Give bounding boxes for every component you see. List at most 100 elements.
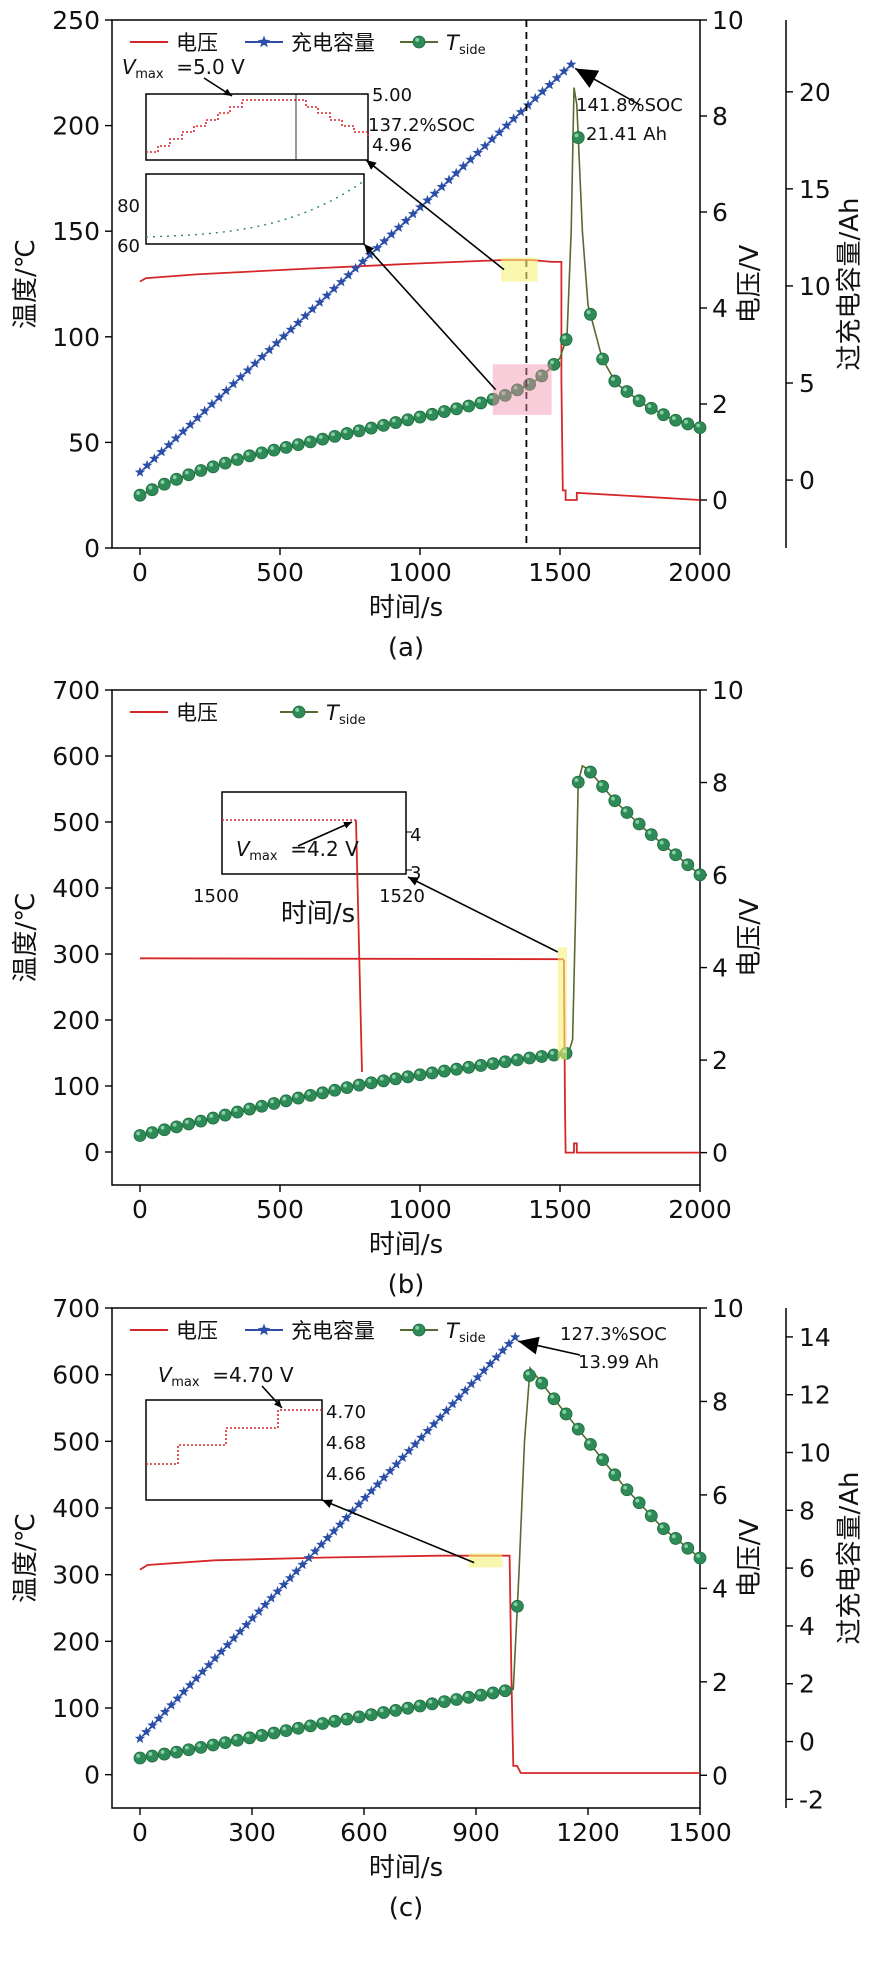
capacity-marker [266,1592,277,1603]
temp-marker-glint [586,310,591,315]
capacity-marker [206,398,218,409]
temp-marker-glint [477,398,481,403]
y2-tick-label: 2 [712,1668,728,1697]
temp-marker-glint [440,1067,445,1071]
capacity-marker [235,371,246,382]
temp-marker [194,1114,208,1128]
temp-marker [133,1129,147,1142]
y-tick-label: 150 [52,217,100,246]
temp-marker-glint [464,1693,469,1698]
temp-marker [462,1690,476,1704]
end-arrow-head [575,68,600,88]
y3-tick-label: 15 [799,175,831,204]
temp-marker-glint [696,870,701,875]
temp-marker-glint [501,1686,506,1691]
temp-marker [620,1483,634,1497]
y2-tick-label: 10 [712,676,744,705]
temp-marker [669,413,683,427]
capacity-marker [259,1599,271,1610]
temp-marker-glint [379,421,384,426]
inset-x-tick: 1520 [379,886,425,907]
temp-marker [462,399,476,413]
y3-tick-label: 4 [799,1612,815,1641]
legend-temp-label: T [326,701,341,725]
temp-marker [535,1376,549,1390]
temp-marker [389,416,403,429]
capacity-marker [443,174,455,185]
capacity-marker [422,1425,433,1436]
x-tick-label: 1000 [388,1195,452,1224]
capacity-marker [242,364,253,375]
voltage-series-line [139,259,701,501]
temp-marker [669,848,683,862]
temp-marker [584,307,597,321]
legend-temp-label: T [446,31,461,55]
temp-marker-glint [416,1701,421,1706]
end-soc-label: 141.8%SOC [576,95,683,116]
temp-marker-glint [416,1070,421,1075]
x-tick-label: 900 [452,1818,500,1847]
temp-marker-glint [464,1063,469,1068]
temp-marker [413,1699,427,1713]
temp-marker [608,374,622,388]
temp-marker-glint [684,860,688,865]
capacity-marker [434,1412,446,1422]
temp-marker-glint [245,1733,250,1738]
y-tick-label: 400 [52,1494,100,1523]
capacity-marker [291,1565,302,1576]
y3-tick-label: 10 [799,1439,831,1468]
temp-marker [584,1437,597,1451]
plot-frame [111,689,701,1186]
temp-marker-glint [513,1602,518,1607]
y-tick-label: 600 [52,742,100,771]
inset-v-tick: 4.70 [326,1402,366,1423]
temp-marker [377,1706,390,1719]
vmax-label-sub: max [135,67,164,82]
temp-marker [596,352,610,366]
temp-marker [170,1120,183,1134]
temp-marker-glint [355,426,360,431]
y-tick-label: 600 [52,1361,100,1390]
temp-marker-glint [221,1738,226,1743]
temp-marker [401,1070,415,1084]
temp-marker-glint [245,451,250,456]
temp-marker-glint [428,1068,433,1073]
temp-marker [291,1091,305,1105]
capacity-marker [416,1432,427,1442]
temp-marker [620,385,634,398]
temp-marker [474,1059,488,1072]
legend-temp-label-sub: side [459,1331,486,1346]
y-axis-label: 温度/℃ [11,1513,41,1603]
temp-marker-glint [623,387,628,392]
capacity-marker [292,317,304,328]
temp-marker [316,1717,330,1730]
temp-marker-glint [136,1753,141,1758]
legend-temp-label-sub: side [459,43,486,58]
temp-marker-glint [306,1721,311,1726]
temp-marker-glint [525,1053,530,1058]
capacity-marker [170,432,182,443]
temp-marker [401,1701,415,1715]
capacity-marker [508,113,519,124]
capacity-marker [234,1626,246,1636]
capacity-marker [429,188,440,199]
capacity-marker [491,1351,502,1362]
highlight-region [468,1553,503,1568]
temp-marker-glint [550,1051,555,1055]
inset-t-tick: 60 [117,236,140,257]
capacity-marker [379,235,390,246]
temp-marker [182,1117,196,1131]
y-tick-label: 300 [52,1561,100,1590]
temp-marker-glint [343,1715,348,1719]
temp-marker [644,1509,658,1523]
temp-marker [413,1068,427,1082]
connector-arrow-head [322,1499,333,1508]
temp-marker [352,1710,366,1724]
inset-voltage-drop [355,819,363,1073]
x-tick-label: 1500 [528,558,592,587]
vmax-label-v: V [236,837,251,861]
temp-marker [291,1721,305,1735]
temp-marker [474,396,488,410]
connector-arrow-2-head [364,244,375,255]
temp-marker [157,1123,171,1137]
